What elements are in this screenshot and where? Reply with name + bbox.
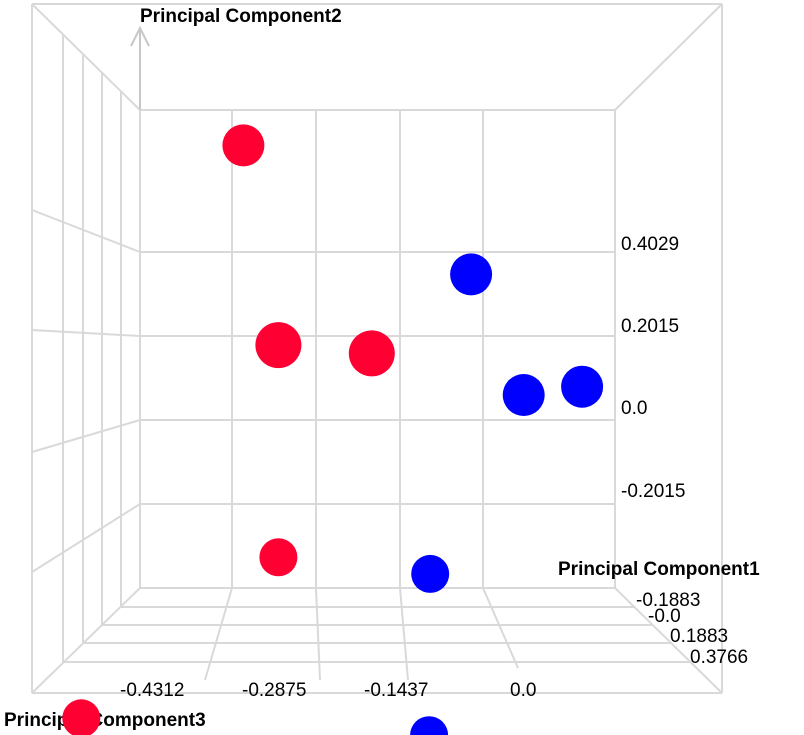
chart-frame bbox=[31, 3, 723, 694]
z-tick-label: 0.1883 bbox=[670, 626, 728, 647]
y-axis-ticks: 0.4029 0.2015 0.0 -0.2015 bbox=[621, 234, 685, 502]
z-tick-label: 0.3766 bbox=[690, 647, 748, 668]
x-tick-label: -0.4312 bbox=[120, 680, 184, 701]
y-tick-label: 0.4029 bbox=[621, 234, 679, 255]
left-wall-grid bbox=[31, 35, 141, 662]
y-tick-label: 0.2015 bbox=[621, 316, 679, 337]
data-point bbox=[410, 716, 449, 735]
data-point bbox=[222, 124, 265, 167]
x-axis-ticks: -0.4312 -0.2875 -0.1437 0.0 bbox=[120, 680, 536, 701]
data-point bbox=[561, 365, 604, 408]
data-points bbox=[62, 124, 604, 735]
z-tick-label: -0.1883 bbox=[636, 590, 700, 611]
floor-grid bbox=[63, 587, 691, 681]
data-point bbox=[255, 322, 302, 369]
x-axis-title: Principal Component3 bbox=[4, 710, 206, 731]
z-axis-title: Principal Component1 bbox=[558, 559, 760, 580]
y-axis-title: Principal Component2 bbox=[140, 6, 342, 27]
data-point bbox=[502, 374, 545, 416]
data-point bbox=[450, 253, 493, 296]
x-tick-label: -0.2875 bbox=[242, 680, 306, 701]
y-tick-label: 0.0 bbox=[621, 398, 647, 419]
data-point bbox=[348, 330, 395, 377]
x-tick-label: 0.0 bbox=[510, 680, 536, 701]
data-point bbox=[259, 538, 298, 577]
z-tick-label: -0.0 bbox=[648, 606, 681, 627]
y-tick-label: -0.2015 bbox=[621, 481, 685, 502]
data-point bbox=[62, 699, 101, 735]
y-axis-arrow bbox=[130, 25, 150, 110]
x-tick-label: -0.1437 bbox=[364, 680, 428, 701]
data-point bbox=[411, 554, 450, 593]
z-axis-ticks: -0.1883 -0.0 0.1883 0.3766 bbox=[636, 590, 748, 668]
